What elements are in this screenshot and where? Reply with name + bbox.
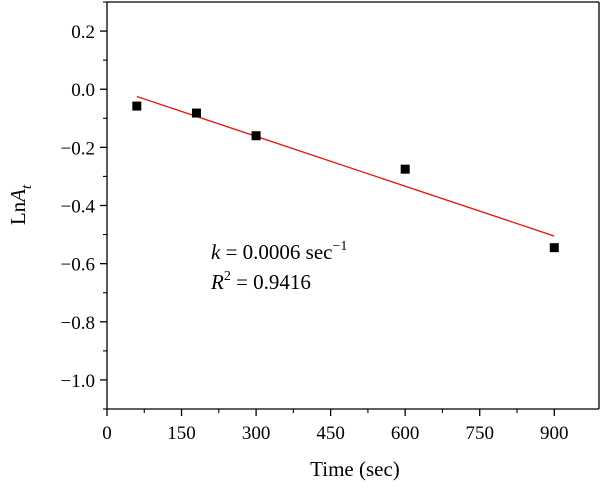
rate-constant-value: = 0.0006 sec (220, 240, 332, 264)
data-point (132, 101, 142, 111)
x-axis-title: Time (sec) (310, 457, 400, 481)
plot-frame (106, 1, 600, 410)
data-point (400, 164, 410, 174)
data-point (191, 108, 201, 118)
y-tick-label: −0.4 (61, 197, 96, 218)
x-tick-label: 150 (167, 423, 196, 444)
rate-constant-symbol: k (211, 240, 221, 264)
y-tick-label: −1.0 (61, 371, 95, 392)
rate-constant-unit-exponent: −1 (333, 239, 348, 254)
x-tick-label: 750 (465, 423, 494, 444)
linear-fit-line (136, 95, 555, 237)
data-points (132, 101, 559, 253)
r-squared-symbol: R (210, 270, 224, 294)
x-ticks: 0 150 300 450 600 750 900 (102, 409, 569, 444)
y-axis-title-sub: t (19, 184, 35, 189)
y-tick-label: 0.0 (71, 80, 95, 101)
x-tick-label: 450 (316, 423, 345, 444)
r-squared-exponent: 2 (224, 269, 231, 284)
r-squared-annotation: R2 = 0.9416 (210, 269, 311, 294)
y-ticks: 0.2 0.0 −0.2 −0.4 −0.6 −0.8 −1.0 (61, 1, 107, 410)
y-axis-title-var: A (6, 189, 30, 204)
x-tick-label: 300 (242, 423, 271, 444)
r-squared-value: = 0.9416 (231, 270, 311, 294)
y-tick-label: 0.2 (71, 22, 95, 43)
y-axis-title-base: Ln (6, 201, 30, 225)
y-tick-label: −0.2 (61, 138, 95, 159)
rate-constant-annotation: k = 0.0006 sec−1 (211, 239, 347, 264)
x-tick-label: 900 (540, 423, 569, 444)
data-point (549, 243, 559, 253)
y-tick-label: −0.8 (61, 313, 95, 334)
x-tick-label: 0 (102, 423, 112, 444)
y-axis-title: LnAt (6, 184, 35, 225)
fit-line-group (136, 95, 555, 237)
data-point (251, 131, 261, 141)
x-tick-label: 600 (391, 423, 420, 444)
y-tick-label: −0.6 (61, 255, 95, 276)
